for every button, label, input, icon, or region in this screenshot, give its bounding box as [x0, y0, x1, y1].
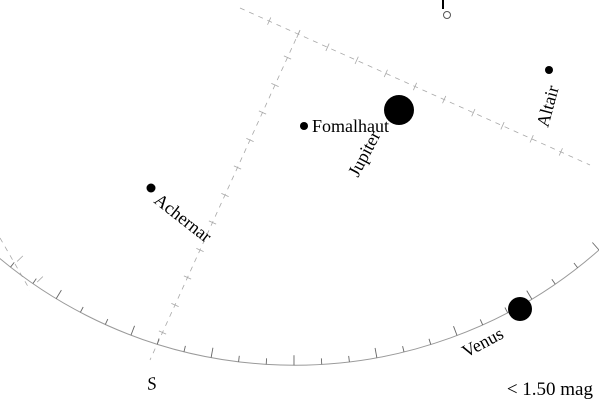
grid-tick — [284, 56, 291, 59]
horizon-tick — [375, 348, 377, 358]
star-achernar-marker[interactable] — [147, 184, 156, 193]
grid-tick — [268, 17, 271, 24]
compass-south-label: S — [146, 373, 158, 394]
offscreen-object-marker — [444, 12, 451, 19]
grid-tick — [271, 83, 278, 86]
grid-tick — [326, 44, 329, 51]
grid-tick — [171, 303, 178, 306]
horizon-tick — [574, 263, 578, 268]
grid-tick — [530, 135, 533, 142]
horizon-tick — [480, 319, 482, 324]
grid-tick — [413, 83, 416, 90]
grid-tick — [472, 109, 475, 116]
horizon-arc — [0, 210, 599, 365]
horizon-tick — [552, 279, 555, 284]
horizon-tick — [11, 262, 15, 267]
grid-tick — [209, 221, 216, 224]
horizon-tick — [454, 326, 458, 335]
grid-tick — [355, 57, 358, 64]
horizon-tick — [184, 346, 185, 352]
star-altair-marker[interactable] — [545, 66, 553, 74]
horizon-tick — [105, 319, 107, 324]
grid-tick — [501, 122, 504, 129]
star-fomalhaut-marker[interactable] — [300, 122, 308, 130]
grid-tick — [184, 276, 191, 279]
grid-tick — [234, 166, 241, 169]
grid-tick — [17, 256, 23, 262]
grid-tick-marks — [17, 17, 562, 334]
planet-venus-label: Venus — [458, 323, 506, 361]
horizon-tick — [527, 291, 532, 300]
horizon-tick — [592, 243, 599, 250]
grid-tick — [384, 70, 387, 77]
coordinate-grid — [0, 8, 590, 360]
star-altair-label: Altair — [533, 83, 563, 129]
horizon-tick — [429, 339, 431, 345]
star-achernar-label: Achernar — [151, 189, 216, 246]
horizon-tick — [33, 279, 36, 284]
grid-tick — [297, 31, 300, 38]
horizon — [0, 210, 599, 365]
horizon-tick — [505, 307, 508, 312]
planet-venus-marker[interactable] — [508, 297, 532, 321]
horizon-tick — [211, 348, 213, 358]
star-fomalhaut-label: Fomalhaut — [312, 116, 389, 136]
grid-tick — [443, 96, 446, 103]
grid-tick — [221, 193, 228, 196]
horizon-tick — [131, 326, 135, 335]
magnitude-limit-note: < 1.50 mag — [507, 379, 593, 401]
grid-tick — [37, 277, 43, 283]
horizon-tick — [239, 356, 240, 362]
horizon-tick — [80, 307, 83, 312]
horizon-tick — [403, 346, 404, 352]
horizon-tick — [349, 356, 350, 362]
grid-tick — [246, 138, 253, 141]
offscreen-object-hint — [443, 0, 451, 19]
grid-tick — [559, 148, 562, 155]
grid-tick — [259, 111, 266, 114]
grid-tick — [159, 331, 166, 334]
grid-tick — [196, 248, 203, 251]
grid-line-lower-left — [0, 238, 30, 290]
horizon-tick — [56, 290, 61, 299]
